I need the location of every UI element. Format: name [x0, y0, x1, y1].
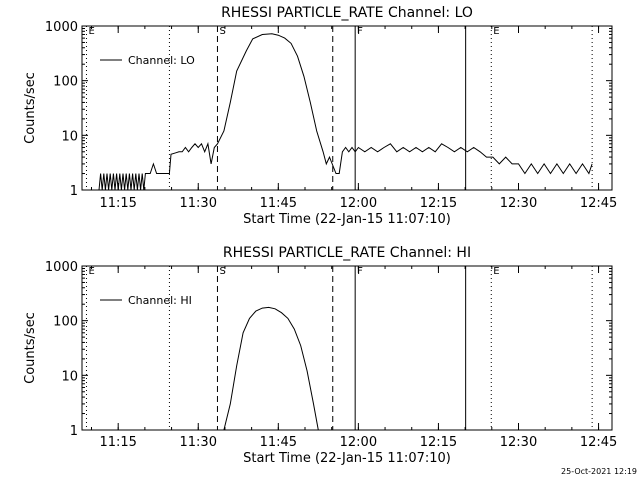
x-tick-label: 12:00: [340, 435, 377, 450]
footer-timestamp: 25-Oct-2021 12:19: [561, 467, 637, 476]
x-tick-label: 11:45: [260, 435, 297, 450]
chart-title: RHESSI PARTICLE_RATE Channel: LO: [221, 5, 473, 21]
x-tick-label: 12:15: [420, 196, 457, 211]
y-tick-label: 1: [70, 424, 78, 439]
y-tick-label: 100: [53, 315, 78, 330]
x-axis-label: Start Time (22-Jan-15 11:07:10): [243, 451, 451, 466]
y-tick-label: 1: [70, 184, 78, 199]
event-line-label: E: [493, 26, 499, 37]
x-tick-label: 11:45: [260, 196, 297, 211]
x-axis-label: Start Time (22-Jan-15 11:07:10): [243, 212, 451, 227]
plot-frame: [81, 265, 613, 431]
series-line: [98, 33, 593, 191]
x-tick-label: 12:15: [420, 435, 457, 450]
y-tick-label: 1000: [45, 260, 78, 275]
event-line-label: F: [357, 26, 363, 37]
y-tick-label: 100: [53, 75, 78, 90]
event-line-label: S: [219, 266, 225, 277]
x-tick-label: 12:45: [580, 435, 617, 450]
event-line-label: S: [219, 26, 225, 37]
chart-title: RHESSI PARTICLE_RATE Channel: HI: [223, 245, 471, 261]
x-tick-label: 12:30: [500, 435, 537, 450]
x-tick-label: 11:15: [99, 196, 136, 211]
y-axis-label: Counts/sec: [23, 312, 38, 384]
series-line: [223, 306, 319, 431]
x-tick-label: 12:45: [580, 196, 617, 211]
chart-panel-1: RHESSI PARTICLE_RATE Channel: LO 1 10 100 10…: [23, 5, 617, 227]
plot-frame: [81, 25, 613, 191]
event-line-label: E: [493, 266, 499, 277]
x-tick-label: 11:30: [180, 435, 217, 450]
x-tick-label: 12:00: [340, 196, 377, 211]
x-tick-label: 12:30: [500, 196, 537, 211]
chart-panel-2: RHESSI PARTICLE_RATE Channel: HI 1 10 100 10…: [23, 245, 617, 466]
y-tick-label: 1000: [45, 20, 78, 35]
event-line-label: E: [88, 26, 94, 37]
legend-label: Channel: HI: [128, 294, 192, 307]
x-tick-label: 11:15: [99, 435, 136, 450]
y-tick-label: 10: [61, 129, 78, 144]
legend-label: Channel: LO: [128, 54, 195, 67]
y-tick-label: 10: [61, 369, 78, 384]
event-line-label: E: [88, 266, 94, 277]
x-tick-label: 11:30: [180, 196, 217, 211]
y-axis-label: Counts/sec: [23, 72, 38, 144]
event-line-label: F: [357, 266, 363, 277]
